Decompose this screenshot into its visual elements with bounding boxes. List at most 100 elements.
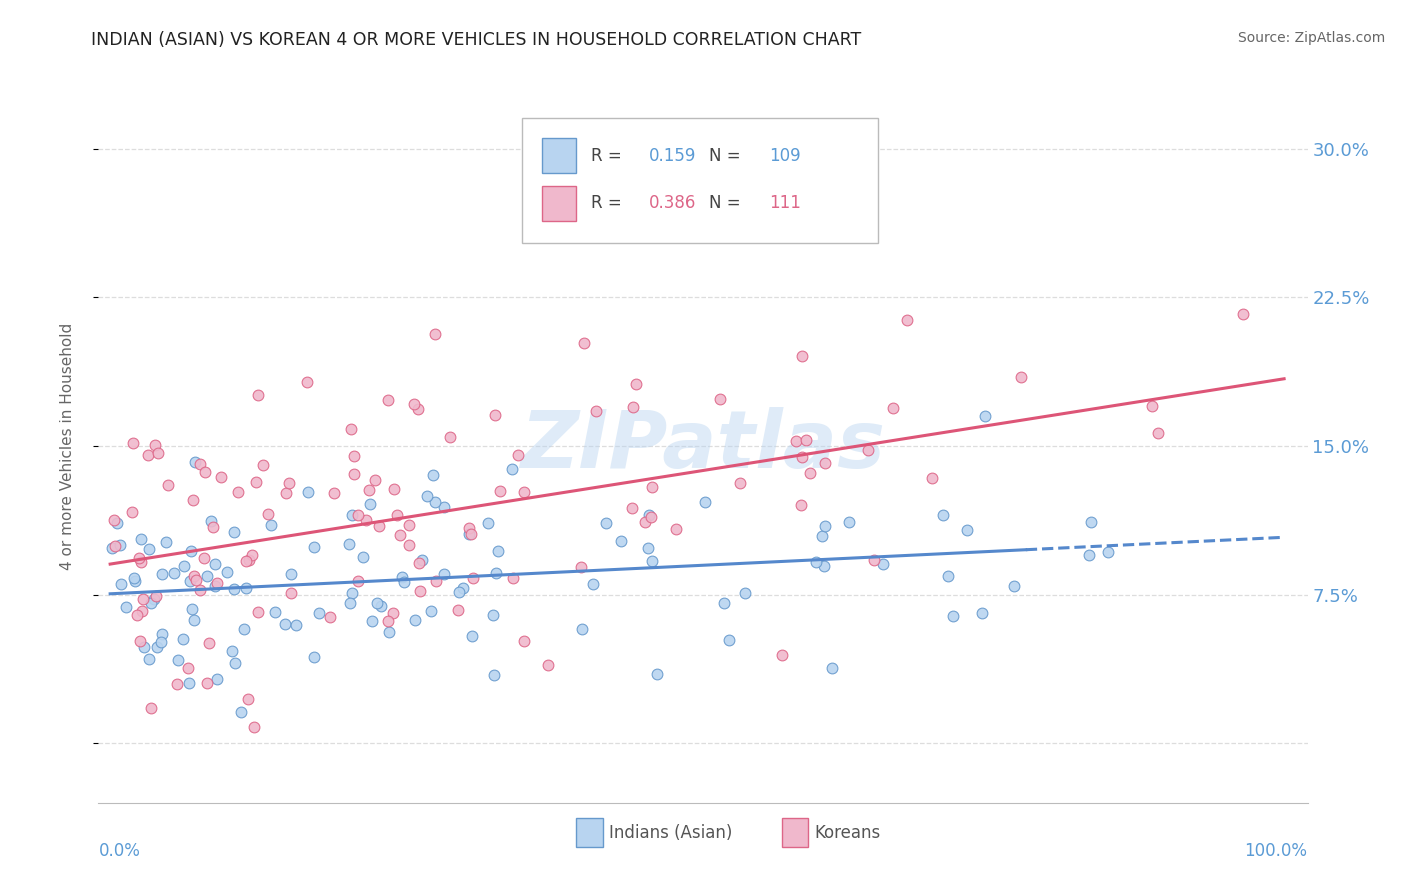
Point [482, 607, 505, 622]
Point [377, 614, 399, 628]
Text: 111: 111 [769, 194, 801, 212]
Point [730, 476, 752, 491]
Point [1097, 545, 1119, 559]
Point [585, 403, 607, 417]
Point [486, 544, 509, 558]
Point [128, 634, 150, 648]
Point [368, 518, 391, 533]
FancyBboxPatch shape [522, 118, 879, 243]
Point [506, 448, 529, 462]
Point [363, 474, 385, 488]
Point [166, 676, 188, 690]
Point [280, 566, 302, 581]
Point [322, 485, 344, 500]
Point [149, 635, 172, 649]
Point [423, 326, 446, 341]
Point [339, 596, 361, 610]
Point [122, 435, 145, 450]
Point [921, 470, 943, 484]
Point [340, 508, 363, 523]
Point [366, 596, 388, 610]
Point [790, 450, 813, 464]
Point [484, 409, 506, 423]
Point [204, 579, 226, 593]
Point [709, 392, 731, 407]
Point [188, 457, 211, 471]
Point [460, 527, 482, 541]
Point [284, 618, 307, 632]
Point [124, 574, 146, 588]
Point [131, 604, 153, 618]
Point [122, 571, 145, 585]
Point [280, 586, 302, 600]
Point [972, 607, 994, 621]
Point [398, 518, 420, 533]
Text: N =: N = [709, 146, 747, 164]
Point [125, 607, 148, 622]
Point [501, 462, 523, 476]
Point [180, 602, 202, 616]
Point [129, 555, 152, 569]
Point [297, 485, 319, 500]
Point [814, 456, 837, 470]
Point [150, 627, 173, 641]
Text: R =: R = [591, 194, 627, 212]
FancyBboxPatch shape [576, 819, 603, 847]
Point [343, 449, 366, 463]
Text: Indians (Asian): Indians (Asian) [609, 824, 733, 842]
Point [209, 470, 232, 484]
Point [260, 518, 283, 533]
FancyBboxPatch shape [782, 819, 808, 847]
Point [785, 434, 807, 448]
Point [388, 528, 411, 542]
Point [404, 613, 426, 627]
Text: 100.0%: 100.0% [1244, 842, 1308, 860]
Point [485, 566, 508, 580]
Point [110, 577, 132, 591]
FancyBboxPatch shape [543, 138, 576, 173]
Point [382, 483, 405, 497]
Point [408, 584, 430, 599]
Point [245, 475, 267, 490]
Point [488, 483, 510, 498]
Point [205, 576, 228, 591]
Point [347, 508, 370, 523]
Point [477, 516, 499, 530]
Point [422, 467, 444, 482]
Point [404, 397, 426, 411]
Point [1147, 426, 1170, 441]
Point [792, 349, 814, 363]
Point [872, 557, 894, 571]
Point [640, 510, 662, 524]
Point [610, 533, 633, 548]
Point [101, 541, 124, 556]
Point [571, 622, 593, 636]
Point [103, 513, 125, 527]
Point [360, 615, 382, 629]
Point [381, 606, 404, 620]
Text: INDIAN (ASIAN) VS KOREAN 4 OR MORE VEHICLES IN HOUSEHOLD CORRELATION CHART: INDIAN (ASIAN) VS KOREAN 4 OR MORE VEHIC… [91, 31, 862, 49]
Point [302, 541, 325, 555]
Point [1232, 307, 1254, 321]
Point [858, 442, 880, 457]
Point [229, 706, 252, 720]
Text: 0.0%: 0.0% [98, 842, 141, 860]
Point [150, 566, 173, 581]
Point [813, 558, 835, 573]
Point [352, 549, 374, 564]
Point [200, 514, 222, 528]
Point [813, 518, 835, 533]
Point [484, 668, 506, 682]
Point [1142, 399, 1164, 413]
Point [233, 622, 256, 636]
Point [416, 489, 439, 503]
Point [582, 577, 605, 591]
Point [201, 520, 224, 534]
Point [425, 574, 447, 589]
Point [641, 480, 664, 494]
Point [433, 500, 456, 514]
Point [224, 656, 246, 670]
Point [734, 586, 756, 600]
Point [641, 554, 664, 568]
Point [235, 582, 257, 596]
